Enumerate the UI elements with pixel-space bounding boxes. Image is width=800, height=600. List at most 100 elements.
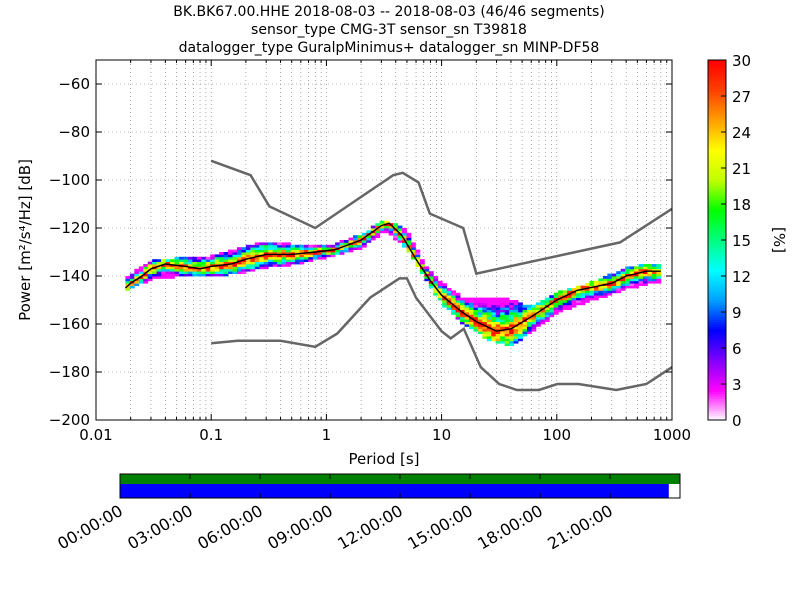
heatmap-cell (335, 249, 340, 253)
heatmap-cell (455, 297, 461, 301)
heatmap-cell (607, 278, 613, 282)
heatmap-cell (526, 307, 532, 310)
heatmap-cell (513, 331, 519, 334)
heatmap-cell (540, 319, 546, 322)
heatmap-cell (277, 247, 282, 250)
heatmap-cell (598, 283, 604, 286)
colorbar-segment (708, 196, 726, 200)
heatmap-cell (442, 295, 448, 298)
heatmap-cell (228, 261, 233, 265)
heatmap-cell (495, 307, 501, 310)
heatmap-cell (134, 271, 140, 274)
heatmap-cell (455, 304, 461, 308)
heatmap-cell (598, 285, 604, 289)
colorbar-segment (708, 398, 726, 402)
heatmap-cell (491, 297, 497, 301)
colorbar-segment (708, 91, 726, 95)
heatmap-cell (393, 232, 398, 236)
heatmap-cell (397, 225, 403, 229)
chart-title-line: sensor_type CMG-3T sensor_sn T39818 (251, 22, 527, 38)
colorbar-segment (708, 124, 726, 128)
colorbar-segment (708, 242, 726, 246)
heatmap-cell (455, 314, 461, 318)
heatmap-cell (562, 290, 568, 294)
heatmap-cell (196, 264, 202, 267)
heatmap-cell (303, 249, 309, 253)
heatmap-cell (504, 324, 510, 327)
heatmap-cell (259, 242, 265, 246)
colorbar-segment (708, 230, 726, 234)
colorbar-segment (708, 367, 726, 371)
heatmap-cell (638, 280, 644, 284)
heatmap-cell (303, 244, 309, 248)
heatmap-cell (482, 316, 488, 320)
heatmap-cell (410, 249, 416, 253)
heatmap-cell (415, 259, 421, 262)
heatmap-cell (638, 264, 644, 267)
heatmap-cell (241, 261, 247, 265)
heatmap-cell (379, 225, 385, 229)
heatmap-cell (174, 261, 180, 265)
psd-density-heatmap (125, 220, 662, 346)
heatmap-cell (495, 333, 501, 337)
y-tick-label: −140 (49, 267, 90, 285)
colorbar-tick-label: 27 (732, 88, 751, 106)
colorbar-segment (708, 237, 726, 241)
heatmap-cell (562, 297, 568, 301)
heatmap-cell (428, 283, 434, 286)
heatmap-cell (535, 309, 541, 313)
heatmap-cell (486, 333, 492, 337)
heatmap-cell (647, 271, 653, 274)
heatmap-cell (647, 273, 653, 277)
heatmap-cell (232, 254, 238, 258)
heatmap-cell (518, 324, 523, 327)
heatmap-cell (428, 285, 434, 289)
colorbar-segment (708, 412, 726, 416)
heatmap-cell (290, 252, 296, 255)
heatmap-cell (642, 266, 648, 270)
heatmap-cell (147, 278, 153, 282)
heatmap-cell (491, 304, 497, 308)
heatmap-cell (138, 266, 144, 270)
heatmap-cell (165, 271, 171, 274)
heatmap-cell (219, 259, 224, 262)
heatmap-cell (152, 273, 158, 277)
heatmap-cell (642, 271, 648, 274)
heatmap-cell (651, 273, 657, 277)
heatmap-cell (598, 295, 604, 298)
colorbar-segment (708, 76, 726, 80)
heatmap-cell (263, 256, 269, 260)
heatmap-cell (642, 278, 648, 282)
heatmap-cell (500, 319, 506, 322)
heatmap-cell (196, 271, 202, 274)
heatmap-cell (642, 268, 648, 272)
heatmap-cell (187, 273, 193, 277)
heatmap-cell (178, 259, 184, 262)
heatmap-cell (178, 266, 184, 270)
colorbar-segment (708, 132, 726, 135)
heatmap-cell (152, 261, 158, 265)
heatmap-cell (482, 297, 488, 301)
heatmap-cell (277, 242, 282, 246)
heatmap-cell (201, 261, 207, 265)
heatmap-cell (647, 264, 653, 267)
heatmap-cell (165, 273, 171, 277)
heatmap-cell (482, 333, 488, 337)
heatmap-cell (170, 271, 175, 274)
heatmap-cell (143, 278, 149, 282)
heatmap-cell (486, 338, 492, 342)
heatmap-cell (526, 304, 532, 308)
heatmap-cell (268, 244, 274, 248)
heatmap-cell (495, 328, 501, 332)
colorbar-segment (708, 252, 726, 255)
heatmap-cell (629, 271, 635, 274)
heatmap-cell (477, 314, 483, 318)
heatmap-cell (156, 271, 162, 274)
heatmap-cell (656, 271, 662, 274)
heatmap-cell (482, 312, 488, 315)
heatmap-cell (598, 292, 604, 296)
heatmap-cell (406, 240, 412, 243)
heatmap-cell (143, 273, 149, 277)
heatmap-cell (232, 271, 238, 274)
colorbar-segment (708, 266, 726, 270)
